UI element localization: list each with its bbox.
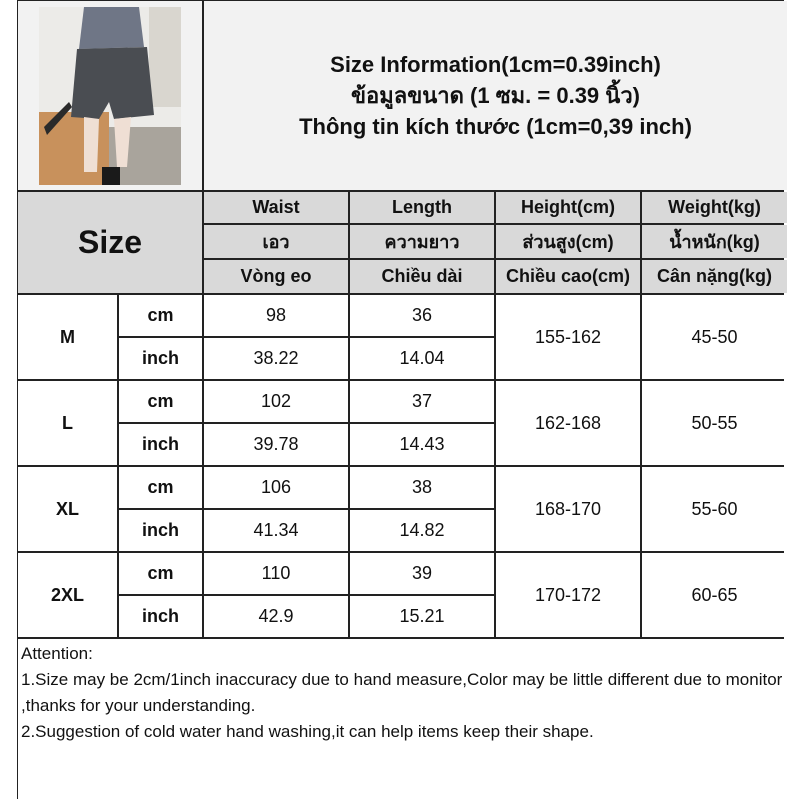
unit-cm: cm <box>119 381 202 422</box>
column-header-height: ส่วนสูง(cm) <box>496 225 640 258</box>
attention-note: 2.Suggestion of cold water hand washing,… <box>21 722 594 741</box>
product-photo <box>39 6 181 185</box>
product-image-cell <box>18 1 202 190</box>
title-english: Size Information(1cm=0.39inch) <box>330 52 661 77</box>
column-header-waist: Vòng eo <box>204 260 348 293</box>
weight-range: 60-65 <box>642 553 787 637</box>
waist-inch: 41.34 <box>204 510 348 551</box>
length-inch: 15.21 <box>350 596 494 637</box>
weight-range: 50-55 <box>642 381 787 465</box>
attention-note: 1.Size may be 2cm/1inch inaccuracy due t… <box>21 670 783 715</box>
waist-cm: 110 <box>204 553 348 594</box>
unit-cm: cm <box>119 553 202 594</box>
height-range: 162-168 <box>496 381 640 465</box>
waist-inch: 39.78 <box>204 424 348 465</box>
size-header: Size <box>18 192 202 293</box>
attention-notes: Attention: 1.Size may be 2cm/1inch inaccu… <box>18 639 787 809</box>
column-header-waist: Waist <box>204 192 348 223</box>
waist-cm: 106 <box>204 467 348 508</box>
waist-cm: 102 <box>204 381 348 422</box>
size-chart-table: Size Information(1cm=0.39inch) ข้อมูลขนา… <box>17 0 787 809</box>
length-inch: 14.82 <box>350 510 494 551</box>
size-label: L <box>18 381 117 465</box>
height-range: 170-172 <box>496 553 640 637</box>
title-vietnamese: Thông tin kích thước (1cm=0,39 inch) <box>299 114 692 139</box>
attention-heading: Attention: <box>21 644 93 663</box>
column-header-weight: น้ำหนัก(kg) <box>642 225 787 258</box>
height-range: 168-170 <box>496 467 640 551</box>
length-cm: 39 <box>350 553 494 594</box>
waist-cm: 98 <box>204 295 348 336</box>
unit-inch: inch <box>119 596 202 637</box>
height-range: 155-162 <box>496 295 640 379</box>
unit-inch: inch <box>119 338 202 379</box>
unit-cm: cm <box>119 467 202 508</box>
waist-inch: 38.22 <box>204 338 348 379</box>
size-label: XL <box>18 467 117 551</box>
length-cm: 36 <box>350 295 494 336</box>
length-cm: 37 <box>350 381 494 422</box>
column-header-waist: เอว <box>204 225 348 258</box>
size-label: M <box>18 295 117 379</box>
column-header-length: Length <box>350 192 494 223</box>
length-cm: 38 <box>350 467 494 508</box>
unit-inch: inch <box>119 424 202 465</box>
weight-range: 45-50 <box>642 295 787 379</box>
size-label: 2XL <box>18 553 117 637</box>
column-header-height: Chiều cao(cm) <box>496 260 640 293</box>
weight-range: 55-60 <box>642 467 787 551</box>
unit-inch: inch <box>119 510 202 551</box>
column-header-length: ความยาว <box>350 225 494 258</box>
column-header-length: Chiều dài <box>350 260 494 293</box>
size-information-title: Size Information(1cm=0.39inch) ข้อมูลขนา… <box>204 1 787 190</box>
column-header-weight: Cân nặng(kg) <box>642 260 787 293</box>
waist-inch: 42.9 <box>204 596 348 637</box>
column-header-weight: Weight(kg) <box>642 192 787 223</box>
length-inch: 14.04 <box>350 338 494 379</box>
title-thai: ข้อมูลขนาด (1 ซม. = 0.39 นิ้ว) <box>350 83 640 108</box>
column-header-height: Height(cm) <box>496 192 640 223</box>
length-inch: 14.43 <box>350 424 494 465</box>
unit-cm: cm <box>119 295 202 336</box>
